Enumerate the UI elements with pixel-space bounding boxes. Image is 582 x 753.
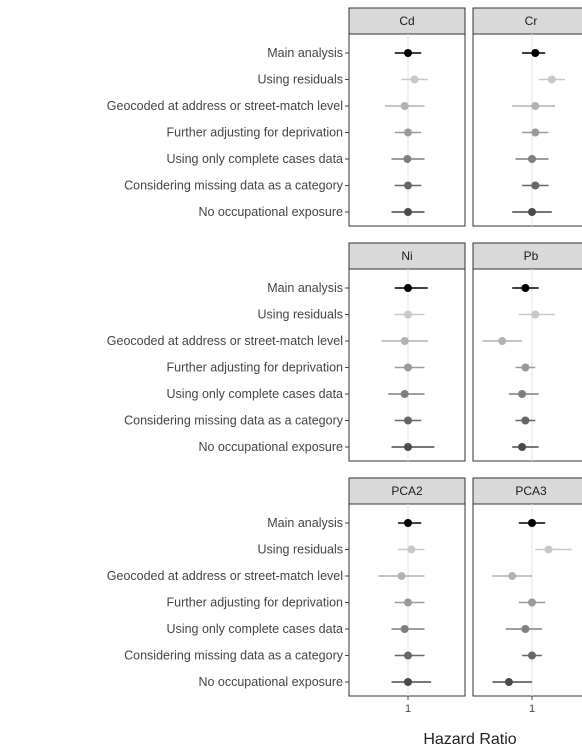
row-label: Geocoded at address or street-match leve… [107,334,343,348]
estimate-point [404,310,412,319]
estimate-point [404,416,412,425]
facet-strip-label: Pb [524,249,539,263]
row-label: Further adjusting for deprivation [167,361,344,375]
row-label: Geocoded at address or street-match leve… [107,99,343,113]
facet-panel: Pb [472,242,582,462]
estimate-point [404,128,412,137]
panel-border [472,503,582,697]
estimate-point [531,310,540,319]
row-label: Considering missing data as a category [124,649,344,663]
estimate-point [528,155,536,163]
x-tick-label: 1 [405,703,411,715]
estimate-point [404,181,412,190]
facet-strip-label: Cr [525,14,538,28]
estimate-point [521,363,530,372]
estimate-point [518,443,527,451]
facet-strip-label: Ni [401,249,412,263]
estimate-point [504,678,513,686]
row-label: Using only complete cases data [167,387,344,401]
panels-layer: Cd Cr Ni Pb PCA2 1 PCA3 1 [348,7,582,715]
estimate-point [404,598,412,607]
estimate-point [528,651,536,660]
row-label: No occupational exposure [198,675,343,689]
estimate-point [400,390,409,398]
row-label: Main analysis [267,281,343,295]
estimate-point [404,443,412,451]
estimate-point [531,128,540,137]
estimate-point [400,102,409,110]
facet-strip-label: Cd [399,14,414,28]
x-tick-label: 1 [529,703,535,715]
estimate-point [521,416,530,425]
facet-panel: PCA2 1 [348,477,466,715]
estimate-point [518,390,527,398]
estimate-point [404,651,412,660]
x-axis-title: Hazard Ratio [423,731,516,748]
facet-panel: Cr [472,7,582,227]
estimate-point [531,181,540,190]
estimate-point [400,625,409,633]
estimate-point [508,572,517,580]
estimate-point [404,49,412,57]
row-label: Using only complete cases data [167,622,344,636]
estimate-point [404,678,412,686]
row-label: Considering missing data as a category [124,179,344,193]
row-label: Main analysis [267,516,343,530]
facet-strip [472,7,582,35]
panel-border [472,33,582,227]
row-label: Further adjusting for deprivation [167,126,344,140]
row-labels-layer: Main analysis Using residuals Geocoded at … [107,46,349,689]
facet-panel: PCA3 1 [472,477,582,715]
facet-strip [348,7,466,35]
estimate-point [407,545,416,554]
estimate-point [397,572,406,580]
estimate-point [521,284,530,292]
row-label: Using only complete cases data [167,152,344,166]
estimate-point [404,519,412,527]
estimate-point [498,337,507,345]
estimate-point [404,284,412,292]
facet-strip-label: PCA2 [391,484,423,498]
row-label: Using residuals [258,543,343,557]
facet-strip-label: PCA3 [515,484,547,498]
estimate-point [528,598,536,607]
estimate-point [544,545,553,554]
estimate-point [528,208,536,216]
row-label: Considering missing data as a category [124,414,344,428]
row-label: Using residuals [258,73,343,87]
row-label: Main analysis [267,46,343,60]
row-label: Geocoded at address or street-match leve… [107,569,343,583]
estimate-point [400,337,409,345]
estimate-point [521,625,530,633]
row-label: Further adjusting for deprivation [167,596,344,610]
estimate-point [404,363,412,372]
facet-panel: Ni [348,242,466,462]
estimate-point [531,102,540,110]
estimate-point [410,75,419,84]
row-label: No occupational exposure [198,205,343,219]
estimate-point [528,519,536,527]
estimate-point [531,49,540,57]
facet-panel: Cd [348,7,466,227]
estimate-point [403,155,412,163]
row-label: No occupational exposure [198,440,343,454]
facet-strip [348,477,466,505]
estimate-point [547,75,556,84]
facet-strip [472,477,582,505]
estimate-point [404,208,412,216]
row-label: Using residuals [258,308,343,322]
facet-strip [348,242,466,270]
